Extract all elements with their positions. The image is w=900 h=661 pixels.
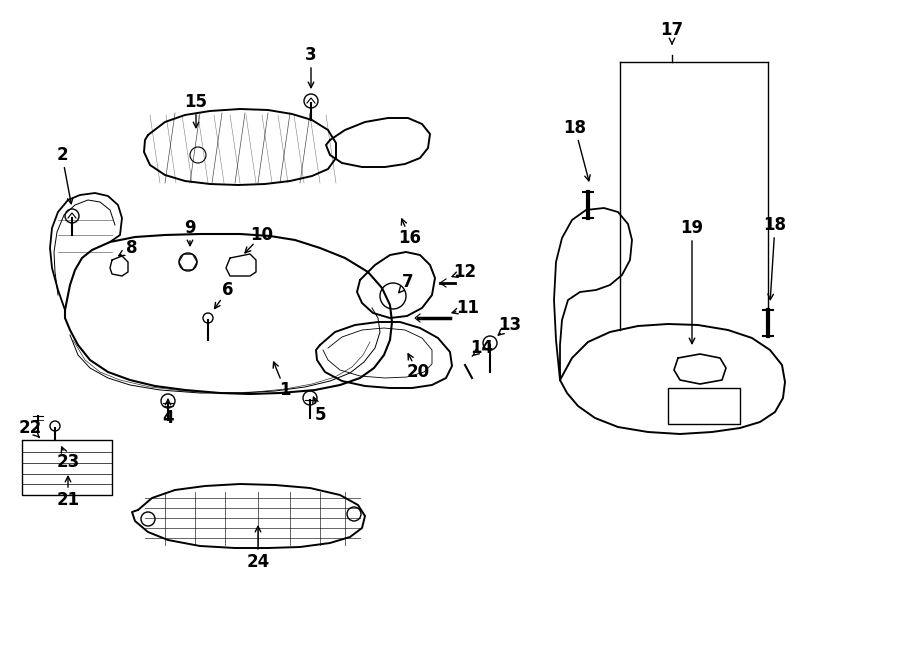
Circle shape (179, 253, 197, 271)
Text: 10: 10 (250, 226, 274, 244)
Text: 24: 24 (247, 553, 270, 571)
Text: 8: 8 (126, 239, 138, 257)
Circle shape (203, 313, 213, 323)
Text: 5: 5 (314, 406, 326, 424)
Text: 15: 15 (184, 93, 208, 111)
Text: 9: 9 (184, 219, 196, 237)
Circle shape (161, 394, 175, 408)
Circle shape (303, 391, 317, 405)
Text: 6: 6 (222, 281, 234, 299)
Text: 12: 12 (454, 263, 477, 281)
Text: 13: 13 (499, 316, 522, 334)
Text: 21: 21 (57, 491, 79, 509)
Text: 22: 22 (18, 419, 41, 437)
Circle shape (304, 94, 318, 108)
Text: 17: 17 (661, 21, 684, 39)
Text: 11: 11 (456, 299, 480, 317)
Circle shape (50, 421, 60, 431)
Text: 18: 18 (563, 119, 587, 137)
Bar (668, 388, 740, 424)
Text: 20: 20 (407, 363, 429, 381)
Text: 7: 7 (402, 273, 414, 291)
Text: 14: 14 (471, 339, 493, 357)
Text: 19: 19 (680, 219, 704, 237)
Text: 18: 18 (763, 216, 787, 234)
Text: 16: 16 (399, 229, 421, 247)
Text: 1: 1 (279, 381, 291, 399)
Circle shape (483, 336, 497, 350)
Text: 2: 2 (56, 146, 68, 164)
Text: 3: 3 (305, 46, 317, 64)
Text: 4: 4 (162, 409, 174, 427)
Text: 23: 23 (57, 453, 79, 471)
Circle shape (65, 209, 79, 223)
